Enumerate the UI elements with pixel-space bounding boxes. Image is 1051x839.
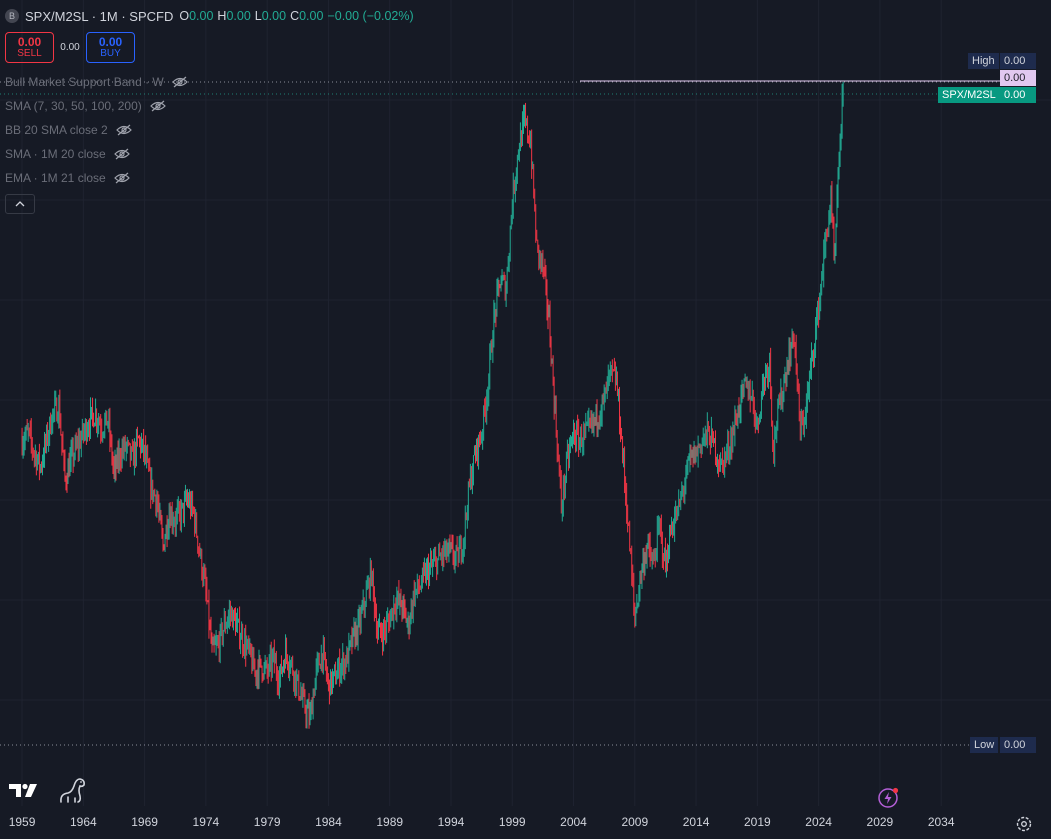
x-tick-label: 2029	[866, 815, 894, 829]
sell-button[interactable]: 0.00 SELL	[5, 32, 54, 63]
open-key: O	[179, 9, 190, 23]
gear-icon	[1016, 816, 1032, 832]
low-key: L	[254, 9, 262, 23]
exchange-badge[interactable]: B	[5, 9, 19, 23]
tradingview-logo-icon	[9, 783, 37, 797]
candles-layer	[21, 82, 844, 729]
eye-hidden-icon[interactable]	[115, 124, 132, 136]
eye-hidden-icon[interactable]	[113, 148, 130, 160]
dinosaur-icon	[60, 778, 85, 803]
buy-label: BUY	[100, 47, 121, 59]
lightning-icon	[878, 787, 899, 808]
x-tick-label: 2014	[682, 815, 710, 829]
x-tick-label: 2034	[927, 815, 955, 829]
x-tick-label: 1974	[192, 815, 220, 829]
sell-label: SELL	[17, 47, 42, 59]
high-value-tag: 0.00	[1000, 53, 1036, 69]
x-tick-label: 1964	[69, 815, 97, 829]
open-value: 0.00	[189, 9, 214, 23]
indicator-label: EMA · 1M 21 close	[5, 171, 106, 185]
x-tick-label: 2009	[621, 815, 649, 829]
collapse-indicators-button[interactable]	[5, 194, 35, 214]
indicator-label: SMA · 1M 20 close	[5, 147, 106, 161]
chart-settings-button[interactable]	[1015, 815, 1033, 833]
x-tick-label: 1989	[376, 815, 404, 829]
low-label-tag: Low	[970, 737, 999, 753]
chart-header: B SPX/M2SL · 1M · SPCFD O0.00 H0.00 L0.0…	[5, 6, 414, 26]
low-value-tag: 0.00	[1000, 737, 1036, 753]
indicator-bull-band[interactable]: Bull Market Support Band · W	[5, 73, 188, 91]
eye-hidden-icon[interactable]	[171, 76, 188, 88]
symbol-title[interactable]: SPX/M2SL · 1M · SPCFD	[25, 8, 174, 24]
spread-value: 0.00	[60, 42, 80, 53]
x-tick-label: 2024	[805, 815, 832, 829]
indicator-label: BB 20 SMA close 2	[5, 123, 108, 137]
chevron-up-icon	[15, 201, 25, 207]
symbol-label-tag: SPX/M2SL	[938, 87, 1000, 103]
x-tick-label: 1994	[437, 815, 465, 829]
x-tick-label: 2004	[560, 815, 587, 829]
flash-alert-button[interactable]	[876, 786, 900, 810]
indicator-sma-20[interactable]: SMA · 1M 20 close	[5, 145, 130, 163]
symbol-value-tag: 0.00	[1000, 87, 1036, 103]
trade-panel: 0.00 SELL 0.00 0.00 BUY	[5, 32, 135, 63]
x-tick-label: 1999	[498, 815, 526, 829]
low-value: 0.00	[261, 9, 287, 23]
tradingview-logo[interactable]	[8, 780, 40, 800]
high-label-tag: High	[968, 53, 999, 69]
x-tick-label: 1984	[315, 815, 342, 829]
eye-hidden-icon[interactable]	[149, 100, 166, 112]
eye-hidden-icon[interactable]	[113, 172, 130, 184]
high-label: High	[972, 55, 995, 67]
close-value: 0.00	[299, 9, 324, 23]
indicator-bb[interactable]: BB 20 SMA close 2	[5, 121, 132, 139]
x-tick-label: 1979	[253, 815, 281, 829]
dino-mascot	[58, 776, 88, 804]
x-tick-label: 1959	[8, 815, 36, 829]
indicator-label: Bull Market Support Band · W	[5, 75, 164, 89]
high-key: H	[217, 9, 227, 23]
high-value: 0.00	[226, 9, 251, 23]
indicator-sma-multi[interactable]: SMA (7, 30, 50, 100, 200)	[5, 97, 166, 115]
ohlc-values: O0.00 H0.00 L0.00 C0.00 −0.00 (−0.02%)	[179, 9, 413, 23]
buy-price: 0.00	[98, 34, 123, 49]
sell-price: 0.00	[17, 34, 42, 49]
close-key: C	[290, 9, 300, 23]
x-tick-label: 2019	[743, 815, 771, 829]
indicator-label: SMA (7, 30, 50, 100, 200)	[5, 99, 142, 113]
change-value: −0.00 (−0.02%)	[327, 9, 414, 23]
buy-button[interactable]: 0.00 BUY	[86, 32, 135, 63]
last-price-tag: 0.00	[1000, 70, 1036, 86]
indicator-ema-21[interactable]: EMA · 1M 21 close	[5, 169, 130, 187]
x-tick-label: 1969	[131, 815, 158, 829]
chart-grid	[0, 0, 1051, 806]
